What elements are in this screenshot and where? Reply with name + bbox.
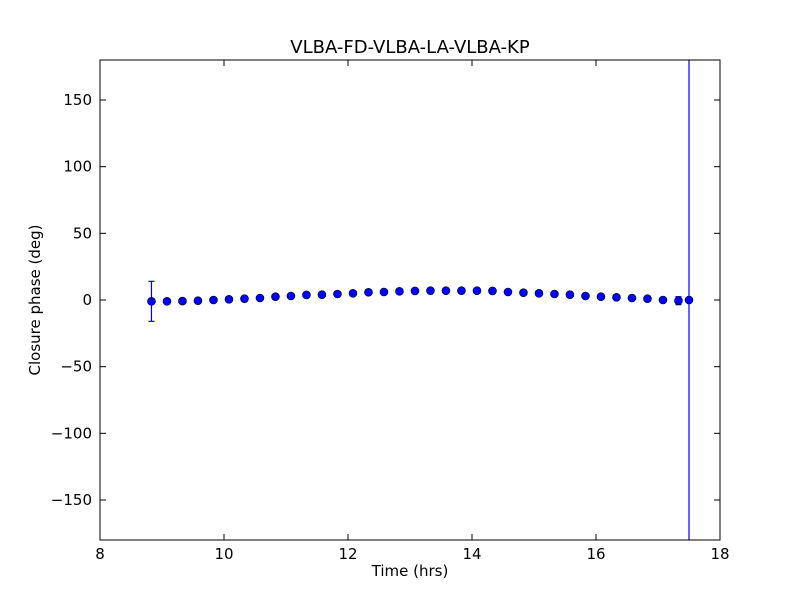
data-point (658, 295, 668, 305)
data-point (255, 293, 265, 303)
data-point (271, 292, 280, 301)
data-point (674, 296, 683, 305)
data-point (565, 290, 575, 299)
data-point (224, 295, 234, 304)
y-tick-label: 0 (82, 291, 92, 309)
x-tick-label: 16 (586, 545, 605, 563)
data-point (581, 291, 590, 301)
x-axis-label: Time (hrs) (371, 562, 449, 580)
data-point (162, 297, 172, 306)
data-point (426, 286, 435, 295)
data-point (488, 286, 497, 296)
data-point (317, 290, 327, 299)
data-point (302, 290, 311, 300)
x-tick-label: 10 (214, 545, 233, 563)
y-tick-label: −50 (60, 358, 92, 376)
y-tick-label: −100 (51, 424, 92, 442)
data-point (395, 287, 404, 296)
data-point (364, 287, 373, 297)
data-point (503, 287, 513, 297)
y-tick-label: −150 (51, 491, 92, 509)
x-tick-label: 12 (338, 545, 357, 563)
y-axis-ticks: −150 −100 −50 0 50 100 150 (51, 91, 720, 509)
x-axis-ticks: 8 10 12 14 16 18 (95, 60, 730, 563)
plot-area (100, 60, 720, 540)
data-point (627, 293, 637, 303)
data-point (684, 295, 694, 305)
data-point (534, 289, 544, 298)
data-point (240, 294, 249, 303)
data-point (596, 292, 606, 301)
data-point-layer (147, 286, 694, 306)
y-axis-label: Closure phase (deg) (26, 225, 44, 376)
chart-title: VLBA-FD-VLBA-LA-VLBA-KP (290, 37, 530, 58)
x-tick-label: 8 (95, 545, 105, 563)
data-point (612, 293, 621, 302)
data-point (472, 286, 482, 295)
data-point (178, 296, 187, 306)
data-point (550, 289, 559, 299)
y-tick-label: 50 (73, 224, 92, 242)
x-tick-label: 18 (710, 545, 729, 563)
data-point (379, 287, 389, 297)
data-point (457, 286, 466, 295)
data-point (643, 294, 652, 303)
data-point (147, 297, 156, 306)
data-point (348, 289, 358, 298)
data-point (410, 286, 420, 296)
data-point (286, 291, 296, 301)
data-point (333, 289, 342, 299)
data-point (519, 288, 528, 297)
data-point (441, 286, 451, 295)
y-tick-label: 150 (63, 91, 92, 109)
x-tick-label: 14 (462, 545, 481, 563)
data-point (209, 295, 218, 305)
y-tick-label: 100 (63, 158, 92, 176)
data-point (193, 296, 203, 305)
